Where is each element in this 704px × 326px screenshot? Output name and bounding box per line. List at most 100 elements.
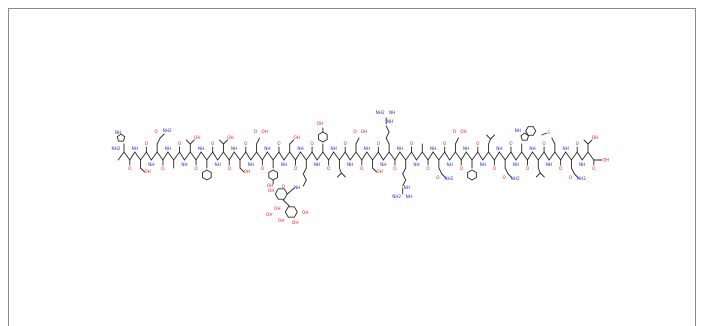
amide-nh-label: NH [430, 146, 436, 151]
amide-nh2-label: NH2 [577, 176, 586, 181]
amide-nh2-label: NH2 [163, 128, 172, 133]
backbone-bond [399, 151, 407, 161]
backbone-bond [206, 151, 214, 161]
side-chain-bond [239, 167, 245, 173]
backbone-bond [576, 151, 583, 161]
methyl-bond [486, 134, 492, 140]
amide-nh-label: NH [513, 162, 519, 167]
backbone-bond [488, 151, 495, 161]
c-terminus-oh-label: OH [603, 158, 609, 163]
backbone-bond [493, 151, 500, 161]
guanidine-nh-label: NH [406, 194, 412, 199]
amide-nh-label: NH [364, 146, 370, 151]
backbone-bond [372, 151, 379, 161]
amide-o-label: O [569, 175, 573, 180]
backbone-bond [366, 151, 374, 161]
amide-o-label: O [502, 175, 506, 180]
side-chain-bond [587, 139, 593, 145]
carbonyl-o-label: O [128, 166, 132, 171]
methyl-bond [340, 172, 346, 178]
canvas-frame [8, 8, 696, 326]
carbonyl-o-label: O [360, 166, 364, 171]
backbone-bond [278, 151, 285, 161]
amide-nh-label: NH [496, 146, 502, 151]
amide-nh-label: NH [165, 146, 171, 151]
amide-nh-label: NH [446, 162, 452, 167]
backbone-bond [195, 151, 202, 161]
backbone-bond [272, 151, 280, 161]
phenol-oh-label: OH [317, 121, 323, 126]
side-chain-bond [189, 139, 195, 145]
carbonyl-o-label: O [592, 166, 596, 171]
backbone-bond [212, 151, 219, 161]
lysine-bond [302, 179, 307, 187]
lysine-nh-label: NH [294, 185, 300, 190]
backbone-bond [416, 151, 423, 161]
backbone-bond [377, 151, 384, 161]
backbone-bond [427, 151, 434, 161]
amide-nh-label: NH [148, 162, 154, 167]
amide-nh-label: NH [198, 146, 204, 151]
carbonyl-o-label: O [393, 166, 397, 171]
backbone-bond [382, 151, 390, 161]
backbone-bond [587, 151, 595, 161]
backbone-bond [411, 151, 417, 161]
backbone-bond [328, 151, 335, 161]
backbone-bond [123, 151, 131, 161]
backbone-bond [554, 151, 562, 161]
carbonyl-o-label: O [344, 141, 348, 146]
backbone-bond [150, 151, 158, 161]
carbonyl-o-label: O [161, 166, 165, 171]
backbone-bond [537, 151, 545, 161]
sulfur-label: S [548, 130, 551, 135]
backbone-bond [361, 151, 368, 161]
sugar-ring-o-label: O [282, 184, 286, 189]
amide-nh-label: NH [264, 146, 270, 151]
backbone-bond [162, 151, 169, 161]
amide-nh-label: NH [463, 146, 469, 151]
carbonyl-o-label: O [310, 141, 314, 146]
carbonyl-o-label: O [542, 141, 546, 146]
phenyl-ring [268, 169, 278, 181]
backbone-bond [498, 151, 506, 161]
carbonyl-o-label: O [178, 141, 182, 146]
amide-nh-label: NH [132, 146, 138, 151]
side-chain-bond [454, 137, 459, 145]
guanidine-nh-label: NH [404, 185, 410, 190]
side-chain-bond [338, 167, 342, 174]
backbone-bond [245, 151, 252, 161]
methyl-bond [490, 134, 496, 140]
backbone-bond [184, 151, 191, 161]
backbone-bond [581, 151, 589, 161]
n-terminus-label: NH2 [112, 146, 121, 151]
backbone-bond [239, 151, 247, 161]
backbone-bond [305, 151, 313, 161]
backbone-bond [405, 151, 412, 161]
backbone-bond [449, 151, 456, 161]
acid-oh-label: OH [361, 129, 367, 134]
carbonyl-o-label: O [526, 166, 530, 171]
backbone-bond [349, 151, 357, 161]
sugar-ring-1 [274, 188, 288, 200]
arginine-bond [402, 167, 407, 175]
backbone-bond [233, 151, 241, 161]
methyl-bond [218, 139, 224, 145]
backbone-bond [421, 151, 429, 161]
sugar-ring-2 [284, 206, 298, 218]
imidazole-ring [116, 133, 126, 142]
guanidine-nh2-label: NH2 [392, 194, 401, 199]
side-chain-bond [551, 137, 556, 145]
amide-nh-label: NH [248, 162, 254, 167]
carbonyl-o-label: O [277, 141, 281, 146]
backbone-bond [515, 151, 523, 161]
amide-nh-label: NH [562, 146, 568, 151]
backbone-bond [189, 151, 197, 161]
backbone-bond [156, 151, 164, 161]
backbone-bond [266, 151, 274, 161]
backbone-bond [482, 151, 490, 161]
carbonyl-o-label: O [327, 166, 331, 171]
phenyl-ring [202, 169, 212, 181]
amide-nh-label: NH [297, 146, 303, 151]
amide-bond [507, 173, 513, 179]
backbone-bond [477, 151, 484, 161]
